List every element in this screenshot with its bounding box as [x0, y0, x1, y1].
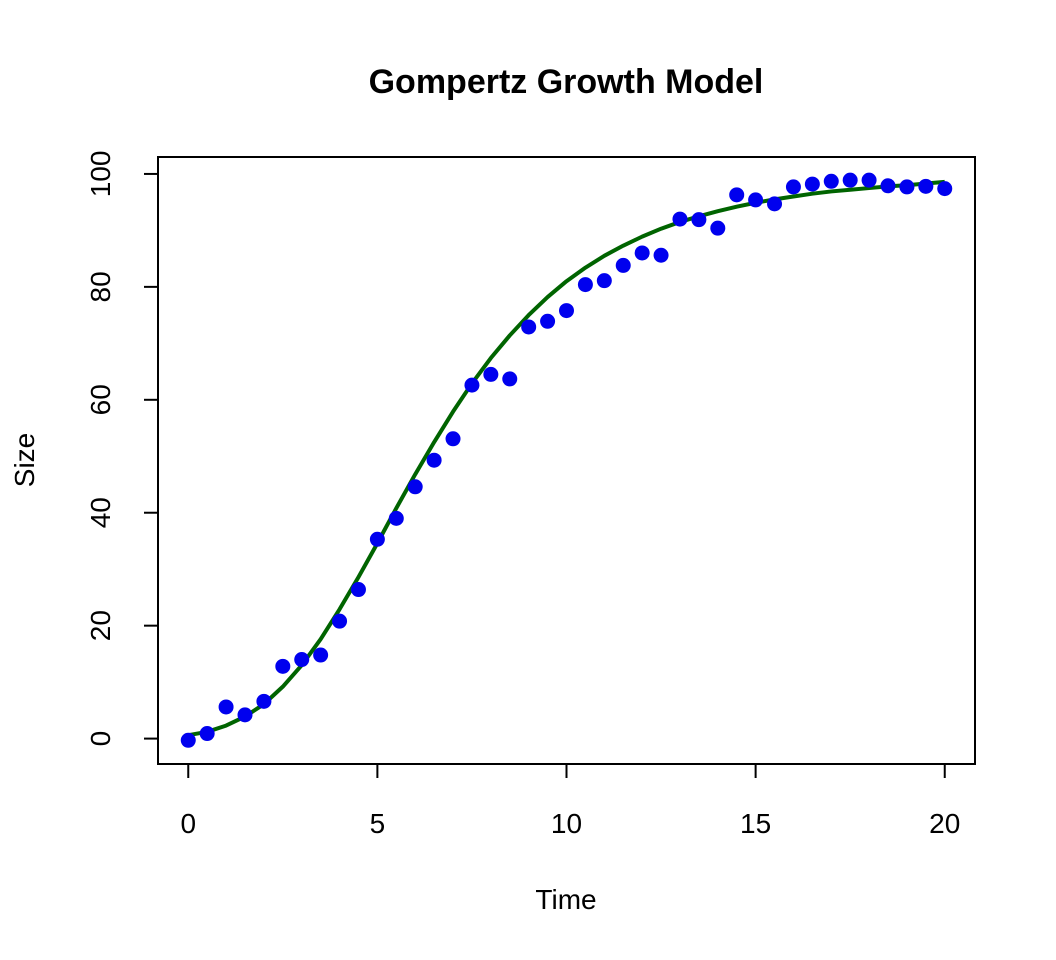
- chart-title: Gompertz Growth Model: [369, 63, 764, 101]
- fitted-curve-layer: [187, 179, 945, 738]
- y-tick-label: 80: [85, 271, 116, 302]
- data-point: [804, 176, 820, 192]
- data-point: [483, 366, 499, 382]
- data-point: [313, 647, 329, 663]
- data-point: [407, 479, 423, 495]
- x-tick-label: 5: [370, 808, 386, 839]
- data-point: [596, 273, 612, 289]
- data-point: [634, 245, 650, 261]
- data-point: [672, 211, 688, 227]
- y-axis: 0 20 40 60 80 100: [85, 151, 159, 747]
- x-axis: 0 5 10 15 20: [180, 763, 960, 839]
- data-point: [861, 172, 877, 188]
- data-point: [464, 377, 480, 393]
- data-point: [350, 582, 366, 598]
- x-tick-label: 20: [929, 808, 960, 839]
- data-point: [218, 699, 234, 715]
- data-point: [180, 732, 196, 748]
- data-point: [199, 726, 215, 742]
- y-tick-label: 100: [85, 151, 116, 198]
- data-point: [899, 179, 915, 195]
- data-point: [842, 172, 858, 188]
- data-point: [540, 313, 556, 329]
- data-point: [521, 319, 537, 335]
- data-point: [691, 212, 707, 228]
- data-point: [937, 181, 953, 197]
- data-point: [369, 531, 385, 547]
- data-point: [823, 173, 839, 189]
- data-point: [559, 303, 574, 319]
- data-point: [332, 613, 348, 629]
- y-tick-label: 60: [85, 384, 116, 415]
- y-axis-label: Size: [9, 433, 40, 487]
- data-point: [577, 277, 593, 293]
- data-point: [615, 257, 631, 273]
- x-tick-label: 15: [740, 808, 771, 839]
- data-point: [237, 707, 253, 723]
- data-point: [653, 247, 669, 263]
- data-point: [748, 192, 764, 208]
- data-point: [918, 178, 934, 194]
- x-tick-label: 10: [551, 808, 582, 839]
- data-points-layer: [180, 172, 953, 748]
- x-axis-label: Time: [535, 884, 596, 915]
- data-point: [880, 178, 896, 194]
- data-point: [729, 187, 745, 203]
- x-tick-label: 0: [180, 808, 196, 839]
- data-point: [767, 196, 783, 212]
- data-point: [275, 658, 291, 674]
- data-point: [256, 693, 272, 709]
- y-tick-label: 20: [85, 610, 116, 641]
- data-point: [388, 510, 404, 526]
- data-point: [445, 431, 461, 447]
- data-point: [710, 220, 726, 236]
- data-point: [785, 179, 801, 195]
- y-tick-label: 0: [85, 731, 116, 747]
- y-tick-label: 40: [85, 497, 116, 528]
- data-point: [502, 371, 518, 387]
- data-point: [426, 452, 442, 468]
- data-point: [294, 652, 310, 668]
- fitted-curve: [187, 179, 945, 738]
